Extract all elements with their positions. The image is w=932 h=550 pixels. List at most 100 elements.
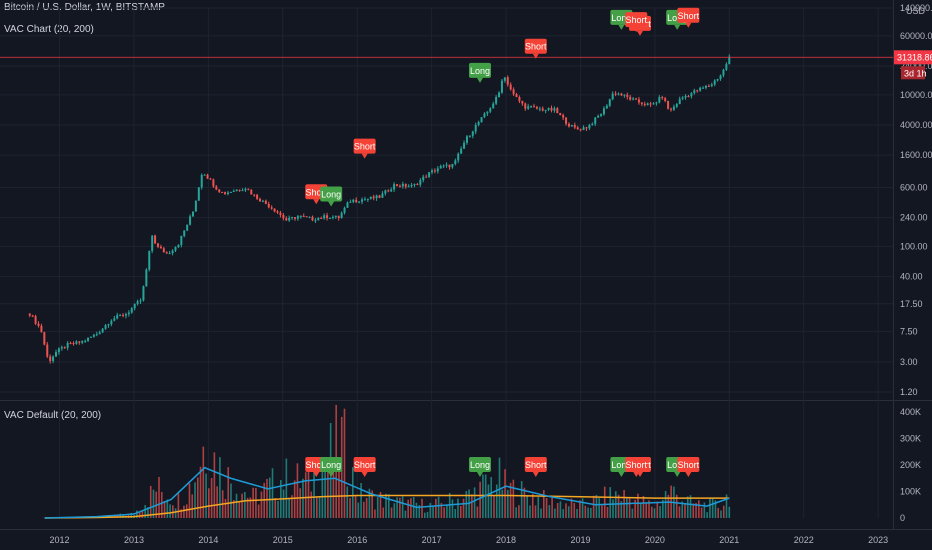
price-axis[interactable]: 140000.00 60000.00 24000.00 10000.00 4000.00…	[900, 3, 932, 397]
last-price-tag	[894, 50, 932, 65]
price-candle	[646, 103, 649, 105]
volume-bar	[476, 506, 479, 518]
price-candle	[253, 194, 256, 196]
price-candle	[541, 108, 544, 111]
price-candle	[471, 131, 474, 136]
price-candle	[122, 315, 125, 317]
badge-pointer	[532, 472, 539, 477]
price-candle	[468, 135, 471, 137]
volume-bar	[213, 452, 216, 518]
badge-pointer	[633, 27, 640, 33]
volume-bar	[650, 506, 653, 518]
price-candle	[643, 103, 646, 105]
volume-axis[interactable]: 400K 300K 200K 100K 0	[900, 407, 921, 523]
price-candle	[317, 217, 320, 221]
price-candle	[337, 215, 340, 219]
volume-bar	[634, 499, 636, 518]
volume-bar	[626, 497, 628, 518]
time-tick-label: 2020	[645, 535, 665, 545]
price-candle	[171, 250, 174, 254]
price-candle	[261, 200, 264, 202]
volume-bar	[174, 508, 177, 518]
price-candle	[63, 347, 66, 349]
volume-bar	[158, 476, 160, 518]
volume-bar	[526, 496, 528, 518]
price-candle	[215, 186, 218, 190]
price-candle	[92, 334, 95, 337]
volume-bar	[620, 501, 623, 518]
price-candle	[288, 217, 291, 221]
volume-bar	[205, 473, 207, 518]
volume-bar	[601, 505, 603, 518]
short-signal-badge: Short	[524, 38, 547, 59]
price-candle	[331, 216, 334, 218]
price-candle	[390, 189, 393, 192]
volume-bar	[695, 502, 697, 518]
price-candle	[183, 230, 186, 237]
price-candle	[229, 192, 232, 194]
volume-bar	[545, 497, 548, 518]
price-candle	[509, 84, 512, 90]
volume-ma-slow-line	[44, 494, 730, 519]
countdown-value: 3d 1h	[904, 68, 927, 78]
volume-bar	[421, 498, 423, 518]
price-tick-label: 3.00	[900, 357, 918, 367]
price-candle	[460, 148, 463, 154]
price-candle	[285, 218, 288, 221]
time-axis[interactable]: 2012 2013 2014 2015 2016 2017 2018 2019 2020 2021…	[50, 535, 889, 545]
price-candle	[632, 98, 635, 100]
volume-bar	[138, 511, 141, 518]
price-candle	[416, 184, 419, 186]
price-candle	[349, 201, 352, 203]
volume-bar	[196, 477, 199, 518]
volume-bar	[606, 506, 609, 518]
time-tick-label: 2019	[570, 535, 590, 545]
volume-bar	[446, 505, 448, 518]
price-candle	[419, 180, 422, 185]
volume-bar	[227, 467, 230, 518]
price-candle	[89, 336, 92, 338]
time-tick-label: 2023	[868, 535, 888, 545]
price-candle	[75, 341, 78, 344]
volume-bar	[537, 497, 540, 518]
price-candle	[165, 252, 168, 254]
price-candle	[433, 170, 436, 172]
price-candle	[614, 93, 617, 95]
price-candle	[725, 64, 728, 70]
price-candle	[366, 198, 369, 200]
volume-bar	[296, 463, 299, 518]
volume-bar	[565, 503, 567, 518]
price-candle	[702, 87, 705, 89]
volume-bar	[592, 495, 595, 518]
short-signal-badge: Short	[524, 457, 547, 477]
badge-body	[625, 457, 648, 472]
volume-bar	[149, 485, 152, 518]
price-candle	[98, 332, 101, 335]
volume-bar	[692, 503, 695, 518]
price-candle	[387, 190, 390, 192]
price-candle	[623, 94, 626, 96]
price-candle	[661, 97, 664, 99]
volume-bar	[166, 499, 169, 518]
price-candle	[116, 315, 119, 319]
time-tick-label: 2021	[719, 535, 739, 545]
price-candle	[372, 196, 375, 199]
volume-bar	[136, 510, 138, 518]
price-tick-label: 240.00	[900, 213, 928, 223]
volume-bar	[277, 500, 279, 518]
price-candle	[264, 200, 267, 204]
price-candle	[591, 123, 594, 125]
price-candle	[544, 109, 547, 111]
price-candle	[299, 215, 302, 217]
volume-bar	[232, 500, 235, 518]
volume-bar	[717, 507, 720, 518]
price-candle	[52, 356, 55, 361]
volume-bar	[169, 504, 171, 518]
badge-label: Short	[306, 187, 328, 197]
price-candle	[728, 56, 731, 65]
badge-label: Short	[678, 11, 700, 21]
price-candle	[361, 199, 364, 202]
countdown-tag	[901, 66, 925, 80]
price-candle	[31, 315, 34, 317]
